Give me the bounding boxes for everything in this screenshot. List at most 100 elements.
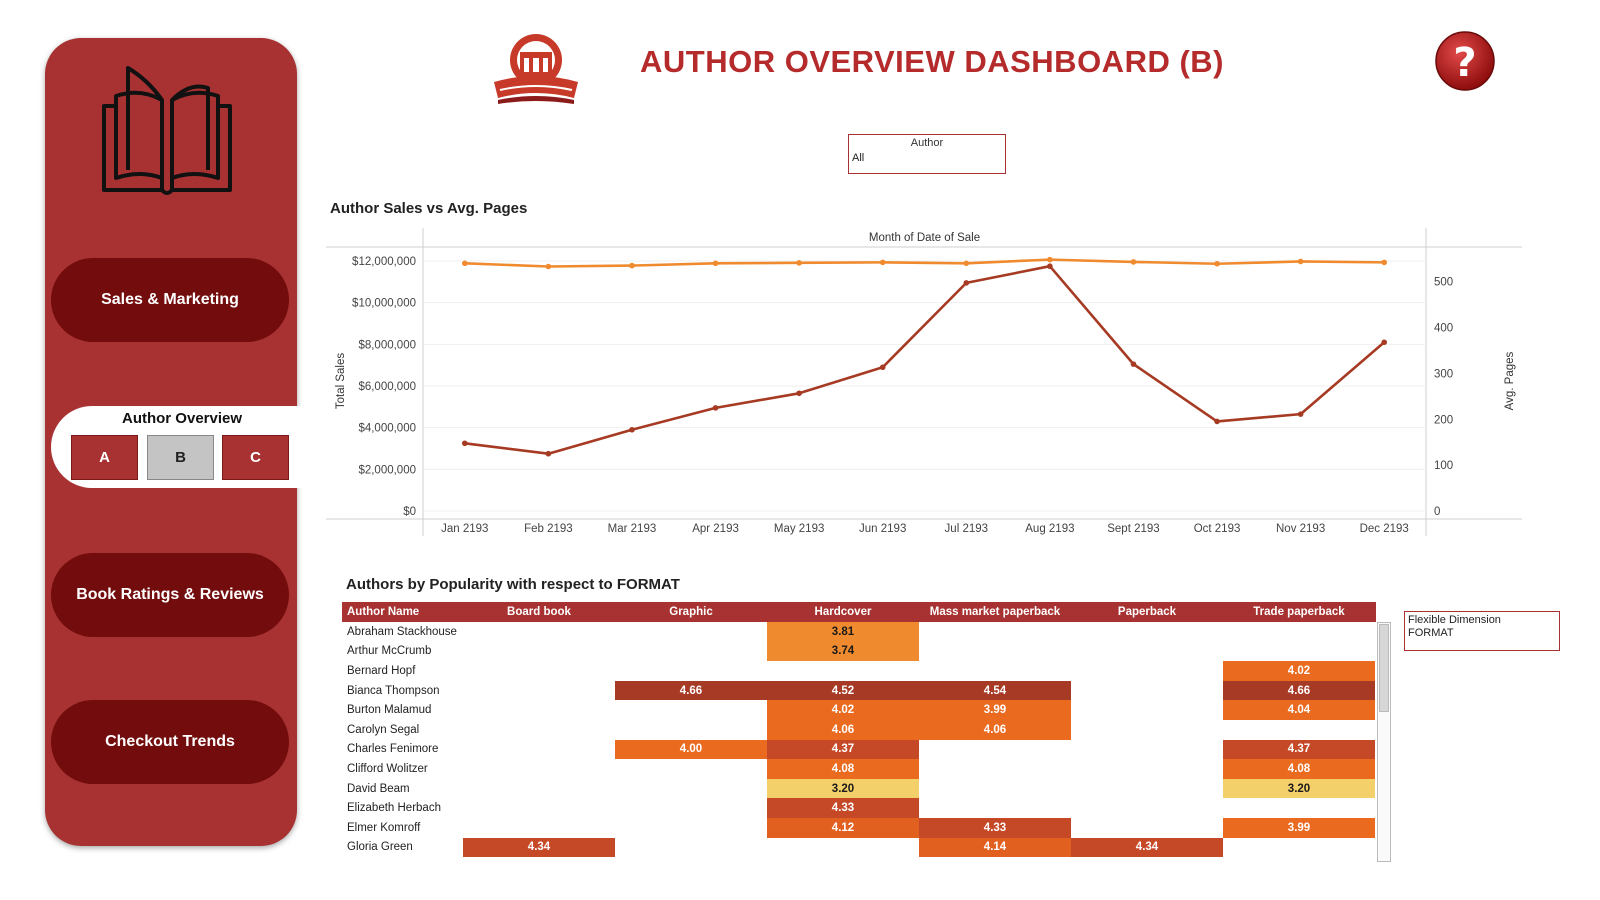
data-point xyxy=(1130,361,1137,367)
data-point xyxy=(879,364,886,371)
rating-cell xyxy=(615,779,767,799)
y-tick-label: $6,000,000 xyxy=(358,381,416,393)
y-tick-label: $8,000,000 xyxy=(358,339,416,351)
y2-tick-label: 100 xyxy=(1434,460,1453,472)
author-filter-value[interactable]: All xyxy=(852,152,865,164)
open-book-icon xyxy=(102,66,232,195)
rating-cell xyxy=(615,622,767,642)
author-page-c-button[interactable]: C xyxy=(222,435,289,480)
nav-checkout-trends-button[interactable]: Checkout Trends xyxy=(51,700,289,784)
rating-cell xyxy=(1071,622,1223,642)
rating-cell: 4.33 xyxy=(919,817,1071,838)
rating-cell xyxy=(615,798,767,818)
y2-tick-label: 400 xyxy=(1434,323,1453,335)
rating-cell xyxy=(1071,661,1223,681)
table-scrollbar[interactable] xyxy=(1377,622,1391,862)
x-tick-label: May 2193 xyxy=(774,523,825,535)
rating-cell xyxy=(615,759,767,779)
rating-cell: 4.06 xyxy=(767,719,919,740)
rating-cell xyxy=(1071,779,1223,799)
nav-book-ratings-button[interactable]: Book Ratings & Reviews xyxy=(51,553,289,637)
help-icon[interactable]: ? xyxy=(1434,30,1496,92)
data-point xyxy=(963,260,970,267)
table-body: Abraham Stackhouse 3.81 Arthur McCrumb 3.74… xyxy=(342,622,1376,858)
rating-cell xyxy=(1071,759,1223,779)
rating-cell xyxy=(615,700,767,720)
x-tick-label: Nov 2193 xyxy=(1276,523,1325,535)
rating-cell: 4.66 xyxy=(1223,680,1375,701)
rating-cell: 3.20 xyxy=(1223,778,1375,799)
series-line-avg-pages xyxy=(464,258,1385,268)
x-tick-label: Apr 2193 xyxy=(692,523,739,535)
data-point xyxy=(461,440,468,447)
rating-cell xyxy=(615,661,767,681)
data-point xyxy=(545,263,552,270)
header-board-book: Board book xyxy=(507,606,571,618)
x-tick-label: Jul 2193 xyxy=(945,523,988,535)
data-point xyxy=(1297,258,1304,265)
sales-vs-pages-chart: Month of Date of Sale $0 $2,000,000 $4,000,… xyxy=(326,228,1522,536)
author-name-cell: Burton Malamud xyxy=(347,704,432,717)
nav-sales-marketing-button[interactable]: Sales & Marketing xyxy=(51,258,289,342)
rating-cell xyxy=(767,838,919,858)
table-row: Elmer Komroff 4.12 4.33 3.99 xyxy=(342,817,1376,838)
author-name-cell: Arthur McCrumb xyxy=(347,645,432,658)
author-name-cell: Bianca Thompson xyxy=(347,684,440,697)
rating-cell xyxy=(919,642,1071,662)
rating-cell: 3.99 xyxy=(919,700,1071,720)
flexible-dimension-label: Flexible Dimension xyxy=(1408,614,1501,626)
data-point xyxy=(1047,256,1053,263)
y2-tick-label: 0 xyxy=(1434,506,1440,518)
author-name-cell: Elizabeth Herbach xyxy=(347,802,441,815)
y2-tick-label: 200 xyxy=(1434,414,1453,426)
author-page-b-button[interactable]: B xyxy=(147,435,214,480)
rating-cell xyxy=(615,838,767,858)
table-scroll-thumb[interactable] xyxy=(1379,624,1389,712)
data-point xyxy=(963,280,970,286)
rating-cell: 4.00 xyxy=(615,739,767,760)
rating-cell xyxy=(1223,622,1375,642)
y2-tick-label: 500 xyxy=(1434,277,1453,289)
table-row: Gloria Green 4.34 4.14 4.34 xyxy=(342,837,1376,858)
x-tick-label: Oct 2193 xyxy=(1194,523,1241,535)
data-point xyxy=(1130,259,1137,265)
rating-cell xyxy=(1071,818,1223,838)
table-row: Bianca Thompson 4.66 4.52 4.54 4.66 xyxy=(342,680,1376,701)
help-glyph: ? xyxy=(1453,40,1476,86)
rating-cell: 3.20 xyxy=(767,778,919,799)
rating-cell: 3.74 xyxy=(767,641,919,662)
rating-cell xyxy=(463,740,615,760)
data-point xyxy=(712,260,719,267)
table-header: Author Name Board book Graphic Hardcover… xyxy=(342,602,1376,622)
table-row: Abraham Stackhouse 3.81 xyxy=(342,622,1376,642)
rating-cell xyxy=(919,740,1071,760)
author-name-cell: Bernard Hopf xyxy=(347,664,416,677)
x-tick-label: Mar 2193 xyxy=(608,523,657,535)
data-point xyxy=(629,262,635,269)
rating-cell xyxy=(1223,642,1375,662)
flexible-dimension-box: Flexible Dimension FORMAT xyxy=(1404,611,1560,651)
x-axis-title: Month of Date of Sale xyxy=(869,232,980,244)
author-filter[interactable]: Author All xyxy=(848,134,1006,174)
y2-axis-title: Avg. Pages xyxy=(1504,351,1516,410)
rating-cell xyxy=(615,720,767,740)
rating-cell: 4.54 xyxy=(919,680,1071,701)
x-tick-label: Aug 2193 xyxy=(1025,523,1074,535)
author-page-a-button[interactable]: A xyxy=(71,435,138,480)
data-point xyxy=(796,260,802,266)
rating-cell xyxy=(463,622,615,642)
rating-cell xyxy=(919,622,1071,642)
author-name-cell: Carolyn Segal xyxy=(347,723,420,736)
y-tick-label: $0 xyxy=(403,506,416,518)
y-tick-label: $10,000,000 xyxy=(352,298,416,310)
rating-cell: 4.08 xyxy=(767,759,919,779)
rating-cell xyxy=(1071,700,1223,720)
rating-cell: 4.34 xyxy=(463,837,615,858)
rating-cell xyxy=(919,759,1071,779)
table-row: Clifford Wolitzer 4.08 4.08 xyxy=(342,759,1376,779)
table-title: Authors by Popularity with respect to FO… xyxy=(346,576,680,593)
rating-cell xyxy=(1223,720,1375,740)
header-graphic: Graphic xyxy=(669,606,713,618)
rating-cell xyxy=(463,798,615,818)
rating-cell xyxy=(463,700,615,720)
